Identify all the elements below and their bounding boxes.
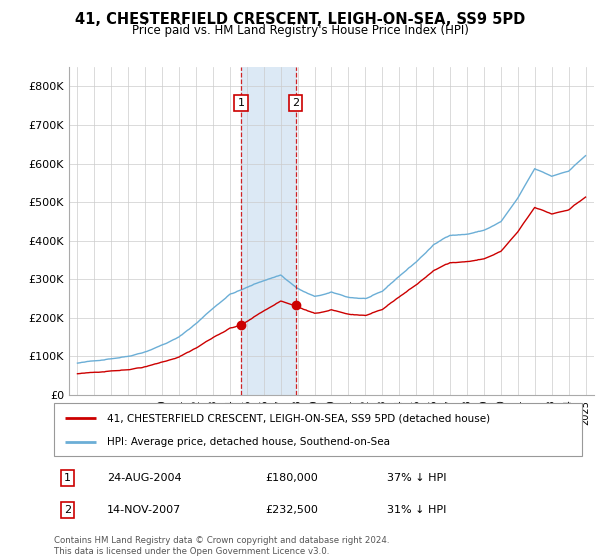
Text: £232,500: £232,500 — [265, 505, 318, 515]
Text: 37% ↓ HPI: 37% ↓ HPI — [386, 473, 446, 483]
Text: 1: 1 — [64, 473, 71, 483]
Text: 41, CHESTERFIELD CRESCENT, LEIGH-ON-SEA, SS9 5PD (detached house): 41, CHESTERFIELD CRESCENT, LEIGH-ON-SEA,… — [107, 413, 490, 423]
Text: Contains HM Land Registry data © Crown copyright and database right 2024.
This d: Contains HM Land Registry data © Crown c… — [54, 536, 389, 556]
Text: 1: 1 — [238, 98, 244, 108]
Text: 24-AUG-2004: 24-AUG-2004 — [107, 473, 181, 483]
Text: 31% ↓ HPI: 31% ↓ HPI — [386, 505, 446, 515]
Bar — [241, 67, 296, 395]
Text: £180,000: £180,000 — [265, 473, 318, 483]
Text: Price paid vs. HM Land Registry's House Price Index (HPI): Price paid vs. HM Land Registry's House … — [131, 24, 469, 37]
Text: 14-NOV-2007: 14-NOV-2007 — [107, 505, 181, 515]
Text: HPI: Average price, detached house, Southend-on-Sea: HPI: Average price, detached house, Sout… — [107, 436, 390, 446]
Text: 41, CHESTERFIELD CRESCENT, LEIGH-ON-SEA, SS9 5PD: 41, CHESTERFIELD CRESCENT, LEIGH-ON-SEA,… — [75, 12, 525, 27]
Text: 2: 2 — [292, 98, 299, 108]
Text: 2: 2 — [64, 505, 71, 515]
